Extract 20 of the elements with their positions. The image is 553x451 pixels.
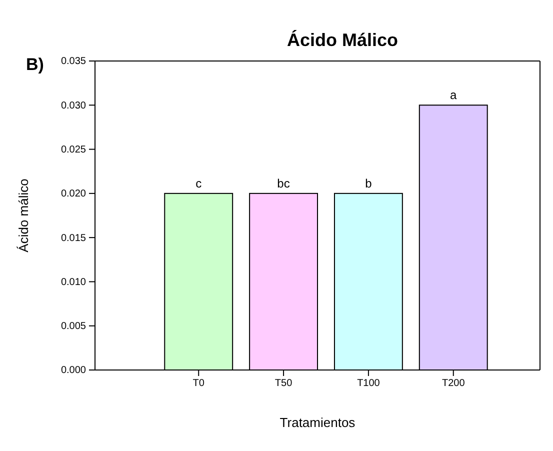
annotation: c — [196, 176, 202, 190]
x-tick-label: T200 — [442, 378, 466, 390]
y-tick-label: 0.005 — [60, 321, 86, 332]
y-tick-label: 0.025 — [60, 144, 86, 156]
x-tick-label: T0 — [192, 378, 205, 390]
y-tick-label: 0.035 — [60, 56, 86, 68]
x-tick-label: T50 — [274, 378, 293, 390]
y-tick-label: 0.020 — [60, 188, 86, 200]
annotation: bc — [277, 176, 290, 190]
annotation: b — [365, 176, 372, 190]
y-tick-label: 0.000 — [60, 365, 86, 376]
chart-title: Ácido Málico — [286, 30, 398, 50]
y-tick-label: 0.015 — [60, 232, 86, 244]
y-tick-label: 0.030 — [60, 100, 86, 112]
y-tick-label: 0.010 — [60, 276, 86, 288]
annotation: a — [450, 88, 458, 102]
text: B) — [26, 55, 44, 74]
y-axis-title: Ácido málico — [16, 178, 31, 252]
x-axis-title: Tratamientos — [280, 415, 356, 430]
x-tick-label: T100 — [357, 378, 380, 390]
